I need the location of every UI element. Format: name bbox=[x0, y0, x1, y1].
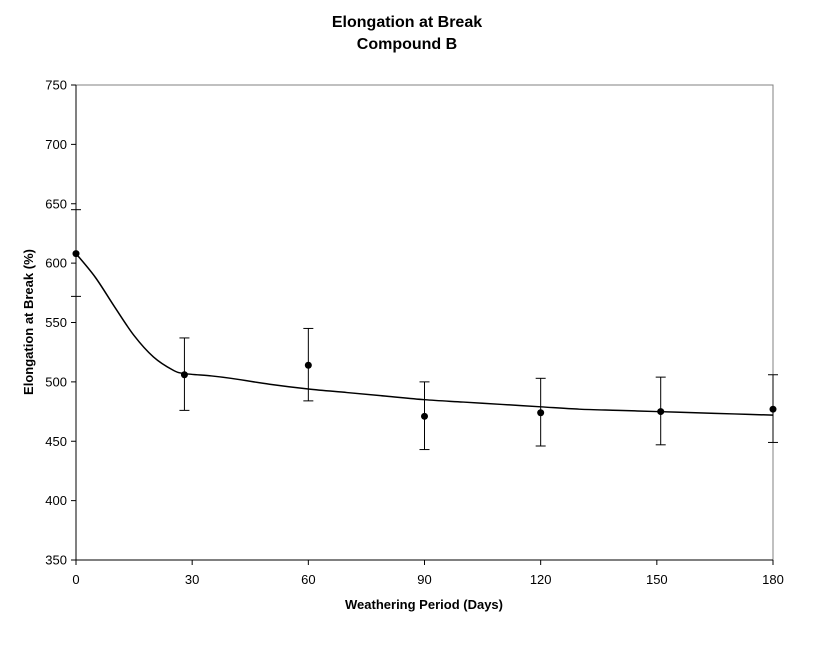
point-marker bbox=[657, 408, 665, 416]
y-tick-label: 750 bbox=[45, 78, 67, 93]
y-tick-label: 450 bbox=[45, 434, 67, 449]
x-tick-label: 30 bbox=[185, 572, 199, 587]
x-tick-label: 150 bbox=[646, 572, 668, 587]
x-axis: 0 30 60 90 120 150 180 bbox=[72, 559, 784, 587]
y-tick-label: 650 bbox=[45, 196, 67, 211]
point-marker bbox=[72, 250, 80, 258]
data-point bbox=[179, 337, 190, 411]
y-axis: 350 400 450 500 550 600 650 700 750 bbox=[45, 78, 77, 568]
data-point bbox=[419, 381, 430, 451]
data-point bbox=[768, 374, 778, 443]
y-axis-label: Elongation at Break (%) bbox=[21, 249, 36, 395]
chart-subtitle: Compound B bbox=[357, 36, 457, 53]
y-tick-label: 400 bbox=[45, 493, 67, 508]
data-point bbox=[303, 327, 314, 402]
point-marker bbox=[180, 371, 188, 379]
chart-title: Elongation at Break bbox=[332, 14, 482, 31]
y-tick-label: 700 bbox=[45, 137, 67, 152]
data-point bbox=[71, 209, 81, 297]
point-marker bbox=[421, 412, 428, 420]
data-point bbox=[655, 376, 666, 446]
point-marker bbox=[769, 405, 777, 413]
x-tick-label: 180 bbox=[762, 572, 784, 587]
trendline-path bbox=[75, 253, 774, 416]
y-tick-label: 350 bbox=[45, 553, 67, 568]
y-tick-label: 550 bbox=[45, 315, 67, 330]
plot-area bbox=[75, 84, 774, 561]
point-marker bbox=[537, 409, 545, 417]
data-points bbox=[71, 209, 778, 451]
x-tick-label: 60 bbox=[301, 572, 315, 587]
trendline bbox=[75, 253, 774, 416]
x-tick-label: 90 bbox=[417, 572, 431, 587]
x-tick-label: 0 bbox=[72, 572, 79, 587]
y-tick-label: 500 bbox=[45, 374, 67, 389]
point-marker bbox=[304, 361, 312, 369]
x-axis-label: Weathering Period (Days) bbox=[345, 597, 503, 612]
x-tick-label: 120 bbox=[530, 572, 552, 587]
y-tick-label: 600 bbox=[45, 256, 67, 271]
data-point bbox=[535, 377, 546, 447]
